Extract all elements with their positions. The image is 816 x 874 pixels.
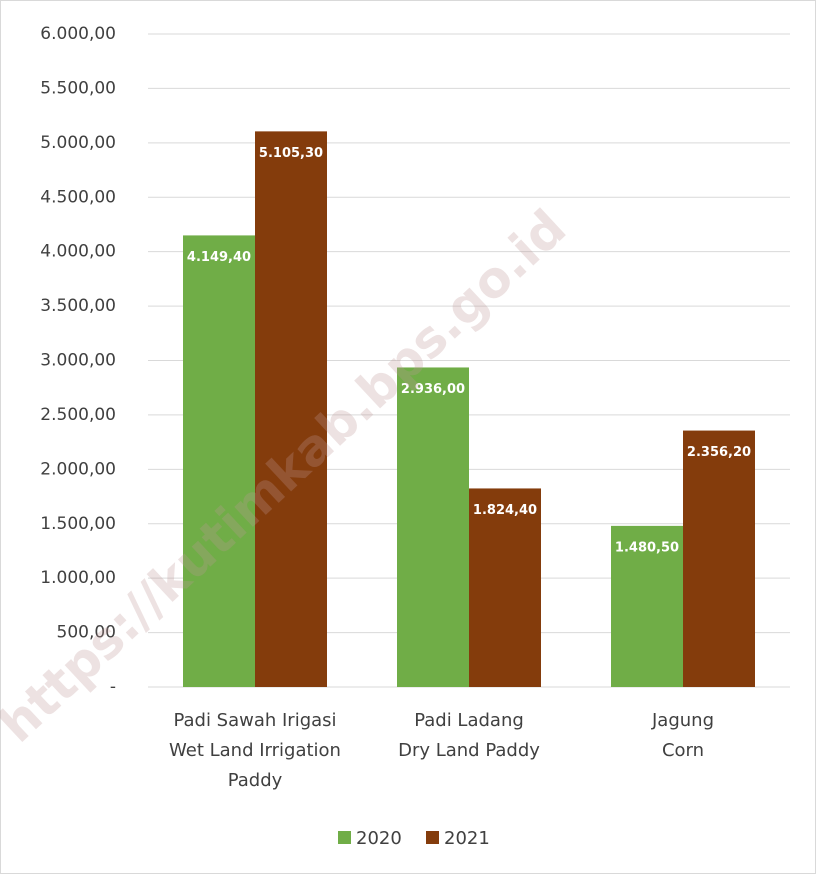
data-label: 4.149,40 (187, 250, 251, 265)
data-label: 1.824,40 (473, 503, 537, 518)
y-tick-label: 5.000,00 (40, 133, 116, 153)
data-label: 2.356,20 (687, 445, 751, 460)
data-label: 2.936,00 (401, 382, 465, 397)
data-label: 1.480,50 (615, 540, 679, 555)
y-tick-label: 1.000,00 (40, 568, 116, 588)
x-tick-label: Padi Sawah Irigasi Wet Land Irrigation P… (169, 710, 341, 791)
y-tick-label: 500,00 (57, 623, 116, 643)
x-tick-label: Padi Ladang Dry Land Paddy (398, 710, 540, 761)
legend-swatch (426, 831, 439, 844)
legend-swatch (338, 831, 351, 844)
legend-label: 2020 (356, 828, 402, 849)
y-tick-label: - (110, 677, 116, 697)
y-tick-label: 6.000,00 (40, 24, 116, 44)
bar (183, 235, 255, 687)
y-tick-label: 4.000,00 (40, 242, 116, 262)
bar (611, 525, 683, 687)
bar (683, 430, 755, 687)
y-tick-label: 3.500,00 (40, 296, 116, 316)
y-tick-label: 4.500,00 (40, 187, 116, 207)
legend-label: 2021 (444, 828, 490, 849)
y-tick-label: 5.500,00 (40, 78, 116, 98)
y-tick-label: 2.500,00 (40, 405, 116, 425)
data-label: 5.105,30 (259, 146, 323, 161)
y-tick-label: 1.500,00 (40, 514, 116, 534)
bar (469, 488, 541, 687)
y-tick-label: 3.000,00 (40, 351, 116, 371)
bar (255, 131, 327, 688)
bar (397, 367, 469, 687)
x-tick-label: Jagung Corn (651, 710, 714, 761)
y-tick-label: 2.000,00 (40, 459, 116, 479)
